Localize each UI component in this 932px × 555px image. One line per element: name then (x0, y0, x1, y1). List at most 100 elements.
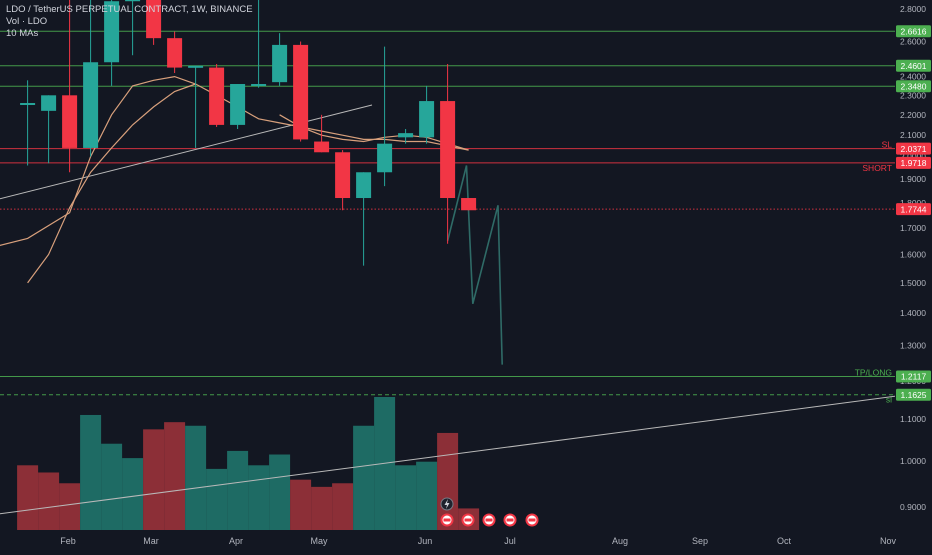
price-level-badge[interactable] (896, 59, 931, 72)
moving-average-line (27, 83, 196, 284)
candle-body[interactable] (146, 0, 162, 39)
price-level-badge[interactable] (896, 388, 931, 401)
lightning-icon-glyph (444, 499, 450, 509)
volume-bar (269, 454, 291, 530)
level-tag-label: SHORT (862, 163, 892, 173)
trend-line (0, 393, 914, 515)
candle-body[interactable] (440, 101, 456, 199)
level-tag-label: sl (886, 395, 892, 405)
time-axis-label: Nov (880, 536, 897, 546)
candle-body[interactable] (209, 67, 225, 125)
candle-body[interactable] (398, 133, 414, 138)
price-tick-label: 1.3000 (900, 341, 926, 351)
price-tick-label: 1.6000 (900, 250, 926, 260)
price-level-badge[interactable] (896, 25, 931, 38)
volume-bar (416, 461, 438, 530)
volume-indicator-label[interactable]: Vol · LDO (6, 16, 48, 27)
time-axis-label: Jul (504, 536, 516, 546)
volume-bar (38, 472, 60, 530)
price-tick-label: 2.0000 (900, 152, 926, 162)
candle-body[interactable] (62, 95, 78, 148)
earnings-event-icon[interactable] (440, 513, 454, 527)
price-tick-label: 1.7000 (900, 223, 926, 233)
price-tick-label: 2.1000 (900, 130, 926, 140)
earnings-icon-bar (443, 518, 451, 522)
candle-body[interactable] (335, 152, 351, 199)
volume-bar (164, 422, 186, 530)
candle-body[interactable] (41, 95, 57, 111)
candle-body[interactable] (356, 172, 372, 199)
candle-body[interactable] (104, 1, 120, 63)
candle-body[interactable] (230, 84, 246, 125)
earnings-event-icon[interactable] (461, 513, 475, 527)
candle-body[interactable] (419, 101, 435, 138)
time-axis-label: Aug (612, 536, 628, 546)
price-level-badge[interactable] (896, 156, 931, 169)
price-level-badge-label: 2.3480 (901, 81, 927, 91)
level-tag-label: SL (882, 140, 893, 150)
price-level-badge[interactable] (896, 370, 931, 383)
level-tag-label: TP/LONG (855, 368, 892, 378)
candles-layer[interactable] (20, 0, 477, 266)
price-tick-label: 1.5000 (900, 278, 926, 288)
time-axis-label: Mar (143, 536, 159, 546)
candle-body[interactable] (314, 141, 330, 153)
candle-body[interactable] (461, 198, 477, 211)
price-tick-label: 2.8000 (900, 4, 926, 14)
candle-body[interactable] (20, 103, 36, 106)
time-axis-label: Feb (60, 536, 76, 546)
price-level-badge[interactable] (896, 203, 931, 216)
time-axis-label: May (310, 536, 328, 546)
volume-bar (311, 486, 333, 530)
price-axis-layer[interactable]: 2.8000 2.6000 2.4000 2.3000 2.2000 2.1000 2.00… (895, 0, 932, 550)
candle-body[interactable] (167, 38, 183, 68)
earnings-event-icon[interactable] (503, 513, 517, 527)
lightning-event-icon[interactable] (440, 497, 454, 511)
candle-body[interactable] (293, 44, 309, 140)
indicator-lines-layer (0, 75, 914, 515)
projection-path (446, 165, 503, 365)
price-tick-label: 2.2000 (900, 110, 926, 120)
candle-body[interactable] (83, 62, 99, 148)
earnings-icon-bar (464, 518, 472, 522)
price-level-badge[interactable] (896, 80, 931, 93)
event-icons-layer[interactable] (440, 497, 539, 527)
price-tick-label: 1.8000 (900, 198, 926, 208)
volume-bar (185, 425, 207, 530)
moving-average-line (0, 75, 469, 247)
earnings-event-icon[interactable] (525, 513, 539, 527)
volume-layer (17, 397, 480, 530)
symbol-title[interactable]: LDO / TetherUS PERPETUAL CONTRACT, 1W, B… (6, 4, 253, 15)
candle-body[interactable] (272, 44, 288, 83)
volume-bar (227, 450, 249, 530)
price-tick-label: 1.0000 (900, 456, 926, 466)
price-level-badge[interactable] (896, 142, 931, 155)
earnings-event-icon[interactable] (482, 513, 496, 527)
candle-body[interactable] (251, 84, 267, 87)
volume-bar (143, 429, 165, 530)
price-level-badge-label: 1.1625 (901, 390, 927, 400)
candle-body[interactable] (125, 0, 141, 2)
price-level-badge-label: 2.0371 (901, 144, 927, 154)
candle-body[interactable] (377, 143, 393, 173)
volume-bar (59, 483, 81, 530)
time-axis-label: Oct (777, 536, 792, 546)
time-axis-layer[interactable]: Feb Mar Apr May Jun Jul Aug Sep Oct Nov (60, 536, 896, 546)
volume-bar (248, 465, 270, 530)
moving-average-line (279, 114, 469, 151)
price-tick-label: 2.3000 (900, 90, 926, 100)
candle-body[interactable] (188, 65, 204, 68)
price-tick-label: 1.1000 (900, 414, 926, 424)
price-tick-label: 1.9000 (900, 174, 926, 184)
volume-bar (17, 465, 39, 530)
price-level-badge-label: 2.6616 (901, 26, 927, 36)
earnings-icon-bar (528, 518, 536, 522)
price-tick-label: 2.4000 (900, 72, 926, 82)
trend-line (0, 104, 373, 200)
volume-bar (122, 458, 144, 530)
price-tick-label: 0.9000 (900, 502, 926, 512)
earnings-icon-bar (506, 518, 514, 522)
moving-averages-label[interactable]: 10 MAs (6, 28, 39, 39)
